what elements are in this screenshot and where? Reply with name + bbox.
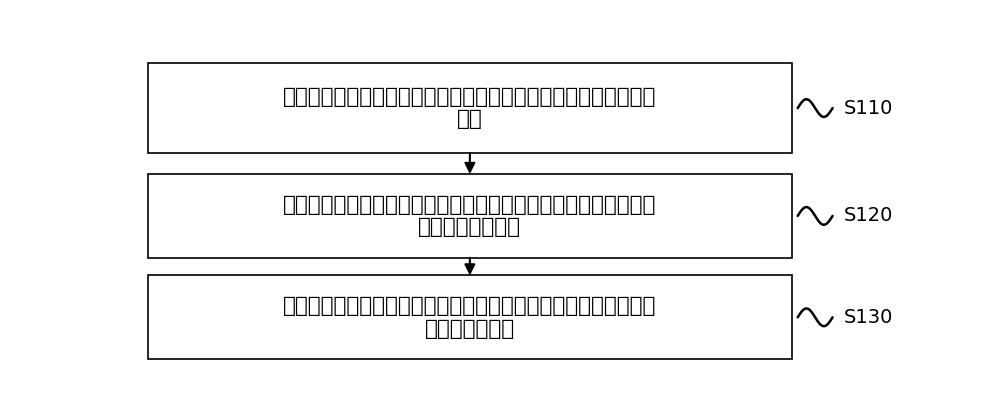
Text: S110: S110 — [844, 99, 894, 117]
Text: 得到图像细节浮雕: 得到图像细节浮雕 — [418, 217, 521, 237]
Text: 确定目标图像的图像细节信息，并向图像细节信息中添加浮雕效果: 确定目标图像的图像细节信息，并向图像细节信息中添加浮雕效果 — [283, 195, 657, 215]
Text: 图像: 图像 — [457, 110, 483, 129]
Text: 获取采用普通相差显微镜观察目标对象所得的具有明暗差异的目标: 获取采用普通相差显微镜观察目标对象所得的具有明暗差异的目标 — [283, 87, 657, 107]
Bar — [148, 174, 792, 258]
Text: S120: S120 — [844, 206, 894, 225]
Bar — [148, 63, 792, 153]
Text: S130: S130 — [844, 308, 894, 327]
Text: 的相差显微成像: 的相差显微成像 — [425, 319, 515, 339]
Text: 依据图像细节浮雕生成目标图像的浮雕效果图像，以实现浮雕效果: 依据图像细节浮雕生成目标图像的浮雕效果图像，以实现浮雕效果 — [283, 296, 657, 316]
Bar — [148, 275, 792, 359]
